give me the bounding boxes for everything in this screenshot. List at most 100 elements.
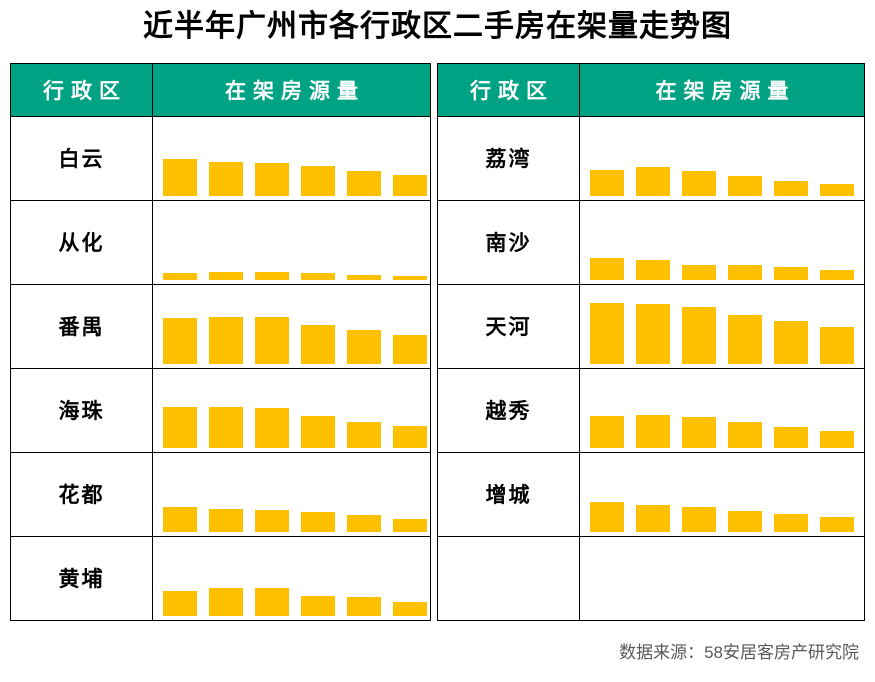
district-cell: 南沙 — [438, 200, 580, 284]
mini-bar-chart — [580, 201, 864, 284]
right-table: 行政区 在架房源量 荔湾 南沙 天河 越秀 增城 — [437, 62, 865, 621]
bar — [774, 180, 808, 196]
table-row: 增城 — [438, 451, 864, 536]
district-cell: 番禺 — [11, 284, 153, 368]
bar — [347, 596, 381, 616]
bar — [820, 269, 854, 280]
bar — [682, 170, 716, 196]
mini-bar-chart — [580, 369, 864, 452]
bar — [820, 326, 854, 364]
table-row: 白云 — [11, 115, 430, 200]
district-cell — [438, 536, 580, 620]
table-row — [438, 535, 864, 620]
bar — [728, 510, 762, 532]
table-row: 南沙 — [438, 199, 864, 284]
right-table-header: 行政区 在架房源量 — [438, 63, 864, 116]
bar — [301, 165, 335, 196]
mini-bar-chart — [153, 537, 430, 620]
district-cell: 天河 — [438, 284, 580, 368]
bar — [209, 508, 243, 532]
bar — [301, 272, 335, 280]
bar — [255, 316, 289, 364]
bar — [590, 302, 624, 364]
table-row: 花都 — [11, 451, 430, 536]
bar — [774, 513, 808, 532]
bar — [163, 506, 197, 532]
mini-bar-chart — [580, 453, 864, 536]
bar — [774, 320, 808, 364]
bar — [347, 329, 381, 364]
mini-bar-chart — [153, 117, 430, 200]
bar — [255, 271, 289, 280]
bar — [255, 509, 289, 532]
district-cell: 荔湾 — [438, 116, 580, 200]
tables-container: 行政区 在架房源量 白云 从化 番禺 海珠 花都 黄埔 行政区 在架房源量 荔湾 南沙 天河越… — [10, 62, 865, 621]
bar — [255, 587, 289, 616]
header-volume-right: 在架房源量 — [655, 79, 796, 103]
bar — [393, 518, 427, 532]
district-cell: 从化 — [11, 200, 153, 284]
bar — [301, 595, 335, 616]
bar — [393, 275, 427, 280]
mini-bar-chart — [580, 537, 864, 620]
bar — [820, 430, 854, 448]
mini-bar-chart — [153, 369, 430, 452]
left-table-body: 白云 从化 番禺 海珠 花都 黄埔 — [11, 115, 430, 620]
right-table-body: 荔湾 南沙 天河 越秀 增城 — [438, 115, 864, 620]
bar — [393, 425, 427, 448]
table-row: 从化 — [11, 199, 430, 284]
left-table: 行政区 在架房源量 白云 从化 番禺 海珠 花都 黄埔 — [10, 62, 431, 621]
district-cell: 花都 — [11, 452, 153, 536]
bar — [301, 324, 335, 364]
bar — [255, 407, 289, 448]
mini-bar-chart — [153, 453, 430, 536]
bar — [636, 504, 670, 532]
bar — [590, 257, 624, 280]
data-source-note: 数据来源：58安居客房产研究院 — [619, 642, 859, 662]
bar — [393, 174, 427, 196]
bar — [209, 271, 243, 280]
table-row: 越秀 — [438, 367, 864, 452]
bar — [163, 158, 197, 196]
bar — [636, 303, 670, 364]
bar — [820, 516, 854, 532]
bar — [347, 514, 381, 532]
district-cell: 增城 — [438, 452, 580, 536]
page-title: 近半年广州市各行政区二手房在架量走势图 — [143, 10, 732, 43]
header-volume-left: 在架房源量 — [225, 79, 365, 103]
bar — [774, 266, 808, 280]
bar — [347, 170, 381, 196]
mini-bar-chart — [580, 285, 864, 368]
bar — [590, 501, 624, 532]
bar — [163, 406, 197, 448]
bar — [636, 414, 670, 448]
bar — [728, 314, 762, 364]
bar — [255, 162, 289, 196]
bar — [728, 421, 762, 448]
bar — [728, 264, 762, 280]
bar — [209, 316, 243, 364]
district-cell: 黄埔 — [11, 536, 153, 620]
mini-bar-chart — [153, 285, 430, 368]
bar — [163, 590, 197, 616]
left-table-header: 行政区 在架房源量 — [11, 63, 430, 116]
bar — [209, 161, 243, 196]
bar — [682, 506, 716, 532]
header-district-left: 行政区 — [11, 63, 153, 116]
table-row: 黄埔 — [11, 535, 430, 620]
bar — [636, 259, 670, 280]
table-row: 海珠 — [11, 367, 430, 452]
table-row: 天河 — [438, 283, 864, 368]
bar — [347, 274, 381, 280]
bar — [590, 415, 624, 448]
bar — [728, 175, 762, 196]
bar — [209, 587, 243, 616]
bar — [301, 511, 335, 532]
bar — [682, 306, 716, 364]
table-row: 荔湾 — [438, 115, 864, 200]
bar — [393, 334, 427, 364]
bar — [774, 426, 808, 448]
bar — [163, 317, 197, 364]
district-cell: 白云 — [11, 116, 153, 200]
